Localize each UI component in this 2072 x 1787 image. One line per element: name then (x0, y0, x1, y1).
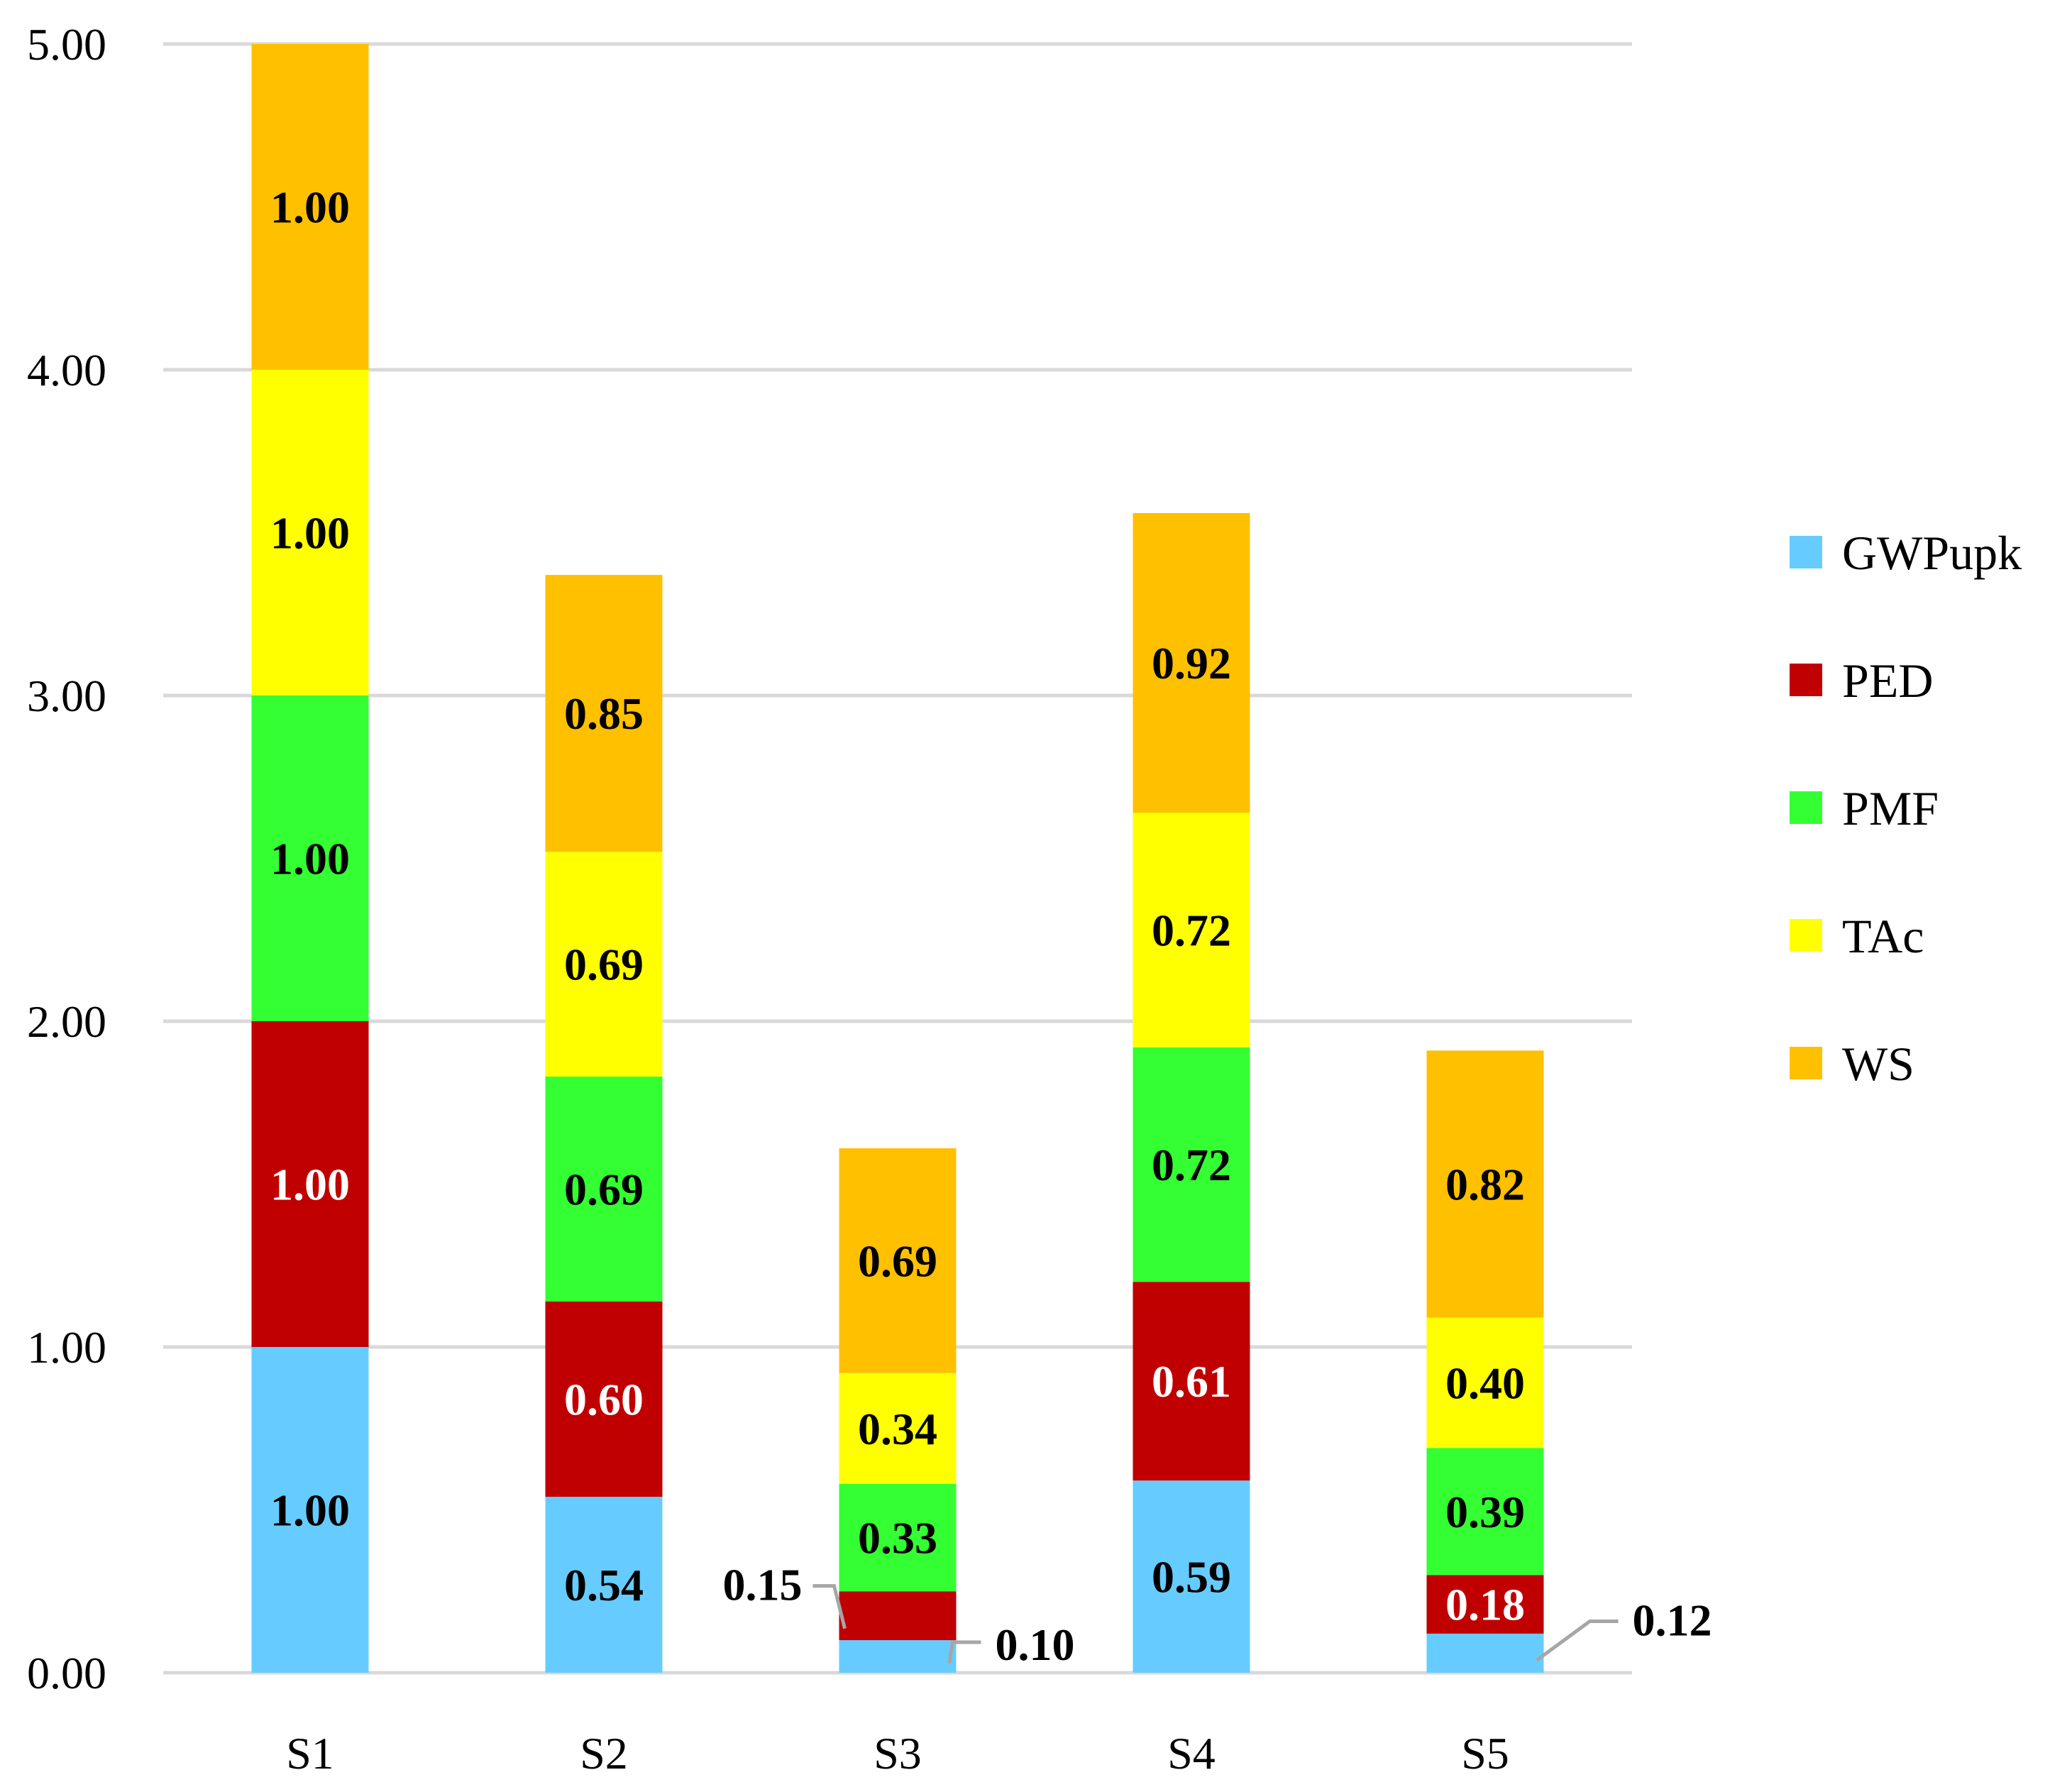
data-label-ped-s3: 0.15 (723, 1560, 803, 1610)
data-label-ws-s4: 0.92 (1152, 638, 1231, 688)
data-label-pmf-s3: 0.33 (858, 1513, 937, 1563)
y-tick-label: 1.00 (27, 1322, 106, 1373)
x-tick-label: S2 (580, 1728, 628, 1778)
bar-segment-ped-s5 (1426, 1575, 1544, 1634)
data-label-ws-s2: 0.85 (564, 688, 644, 739)
legend: GWPupk PED PMF TAc WS (1790, 526, 2022, 1091)
data-label-gwpupk-s4: 0.59 (1152, 1552, 1231, 1602)
y-tick-label: 5.00 (27, 19, 106, 70)
data-label-ws-s5: 0.82 (1445, 1160, 1525, 1210)
callout-leader-line (1536, 1619, 1619, 1662)
data-label-pmf-s1: 1.00 (270, 834, 350, 884)
bar-segment-ped-s2 (545, 1301, 663, 1497)
bar-segment-ws-s5 (1426, 1050, 1544, 1318)
x-axis-ticks: S1 S2 S3 S4 S5 (286, 1728, 1509, 1778)
gridlines (163, 42, 1632, 1675)
bar-segment-tac-s1 (251, 370, 369, 695)
bar-segment-gwpupk-s4 (1133, 1480, 1250, 1673)
bar-segment-tac-s4 (1133, 813, 1250, 1048)
y-tick-label: 0.00 (27, 1648, 106, 1698)
data-label-gwpupk-s2: 0.54 (564, 1560, 644, 1610)
y-tick-label: 4.00 (27, 345, 106, 395)
data-label-ped-s5: 0.18 (1445, 1580, 1525, 1630)
legend-swatch-pmf (1790, 791, 1822, 824)
data-label-gwpupk-s3: 0.10 (996, 1620, 1075, 1670)
x-tick-label: S5 (1461, 1728, 1509, 1778)
x-tick-label: S3 (874, 1728, 922, 1778)
bar-segment-tac-s2 (545, 852, 663, 1077)
x-tick-label: S1 (286, 1728, 334, 1778)
bar-segment-pmf-s4 (1133, 1047, 1250, 1282)
data-label-ws-s3: 0.69 (858, 1236, 937, 1286)
data-label-tac-s1: 1.00 (270, 508, 350, 559)
legend-swatch-ped (1790, 664, 1822, 696)
bar-segment-pmf-s3 (839, 1483, 957, 1592)
data-label-ped-s1: 1.00 (270, 1160, 350, 1210)
data-label-pmf-s4: 0.72 (1152, 1140, 1231, 1190)
y-axis-ticks: 0.00 1.00 2.00 3.00 4.00 5.00 (27, 19, 106, 1698)
bar-segment-ped-s1 (251, 1021, 369, 1347)
data-label-gwpupk-s5: 0.12 (1633, 1595, 1712, 1645)
y-tick-label: 2.00 (27, 996, 106, 1047)
legend-label-pmf: PMF (1842, 781, 1939, 835)
bar-segment-pmf-s1 (251, 695, 369, 1021)
legend-label-ped: PED (1842, 654, 1933, 708)
data-label-pmf-s2: 0.69 (564, 1164, 644, 1214)
legend-swatch-tac (1790, 919, 1822, 952)
bar-segment-tac-s3 (839, 1373, 957, 1484)
data-label-ped-s2: 0.60 (564, 1374, 644, 1424)
bar-segment-ws-s3 (839, 1148, 957, 1373)
data-label-tac-s2: 0.69 (564, 940, 644, 990)
data-label-tac-s3: 0.34 (858, 1404, 937, 1454)
bar-segment-pmf-s2 (545, 1077, 663, 1302)
x-tick-label: S4 (1167, 1728, 1216, 1778)
bar-segment-ws-s4 (1133, 512, 1250, 813)
bar-segment-gwpupk-s2 (545, 1497, 663, 1673)
legend-label-tac: TAc (1842, 909, 1924, 963)
callout-leader-line (812, 1584, 847, 1629)
bar-segment-gwpupk-s3 (839, 1640, 957, 1673)
data-label-tac-s5: 0.40 (1445, 1358, 1525, 1408)
legend-swatch-gwpupk (1790, 536, 1822, 568)
data-labels: 1.00 1.00 1.00 1.00 1.00 0.54 0.60 0.69 0.69 0.85… (270, 182, 1712, 1671)
bar-segment-ws-s1 (251, 44, 369, 370)
data-label-ped-s4: 0.61 (1152, 1356, 1231, 1407)
bar-segment-ped-s4 (1133, 1282, 1250, 1481)
data-label-ws-s1: 1.00 (270, 182, 350, 233)
bars (251, 44, 1544, 1673)
data-label-gwpupk-s1: 1.00 (270, 1485, 350, 1536)
legend-label-ws: WS (1842, 1037, 1914, 1091)
bar-segment-tac-s5 (1426, 1317, 1544, 1448)
bar-segment-ped-s3 (839, 1591, 957, 1641)
bar-segment-pmf-s5 (1426, 1448, 1544, 1576)
data-label-tac-s4: 0.72 (1152, 905, 1231, 955)
legend-swatch-ws (1790, 1047, 1822, 1079)
data-label-pmf-s5: 0.39 (1445, 1487, 1525, 1537)
y-tick-label: 3.00 (27, 671, 106, 721)
callout-leader-line (947, 1640, 981, 1664)
bar-segment-gwpupk-s5 (1426, 1633, 1544, 1673)
bar-segment-gwpupk-s1 (251, 1347, 369, 1673)
legend-label-gwpupk: GWPupk (1842, 526, 2022, 580)
bar-segment-ws-s2 (545, 575, 663, 852)
